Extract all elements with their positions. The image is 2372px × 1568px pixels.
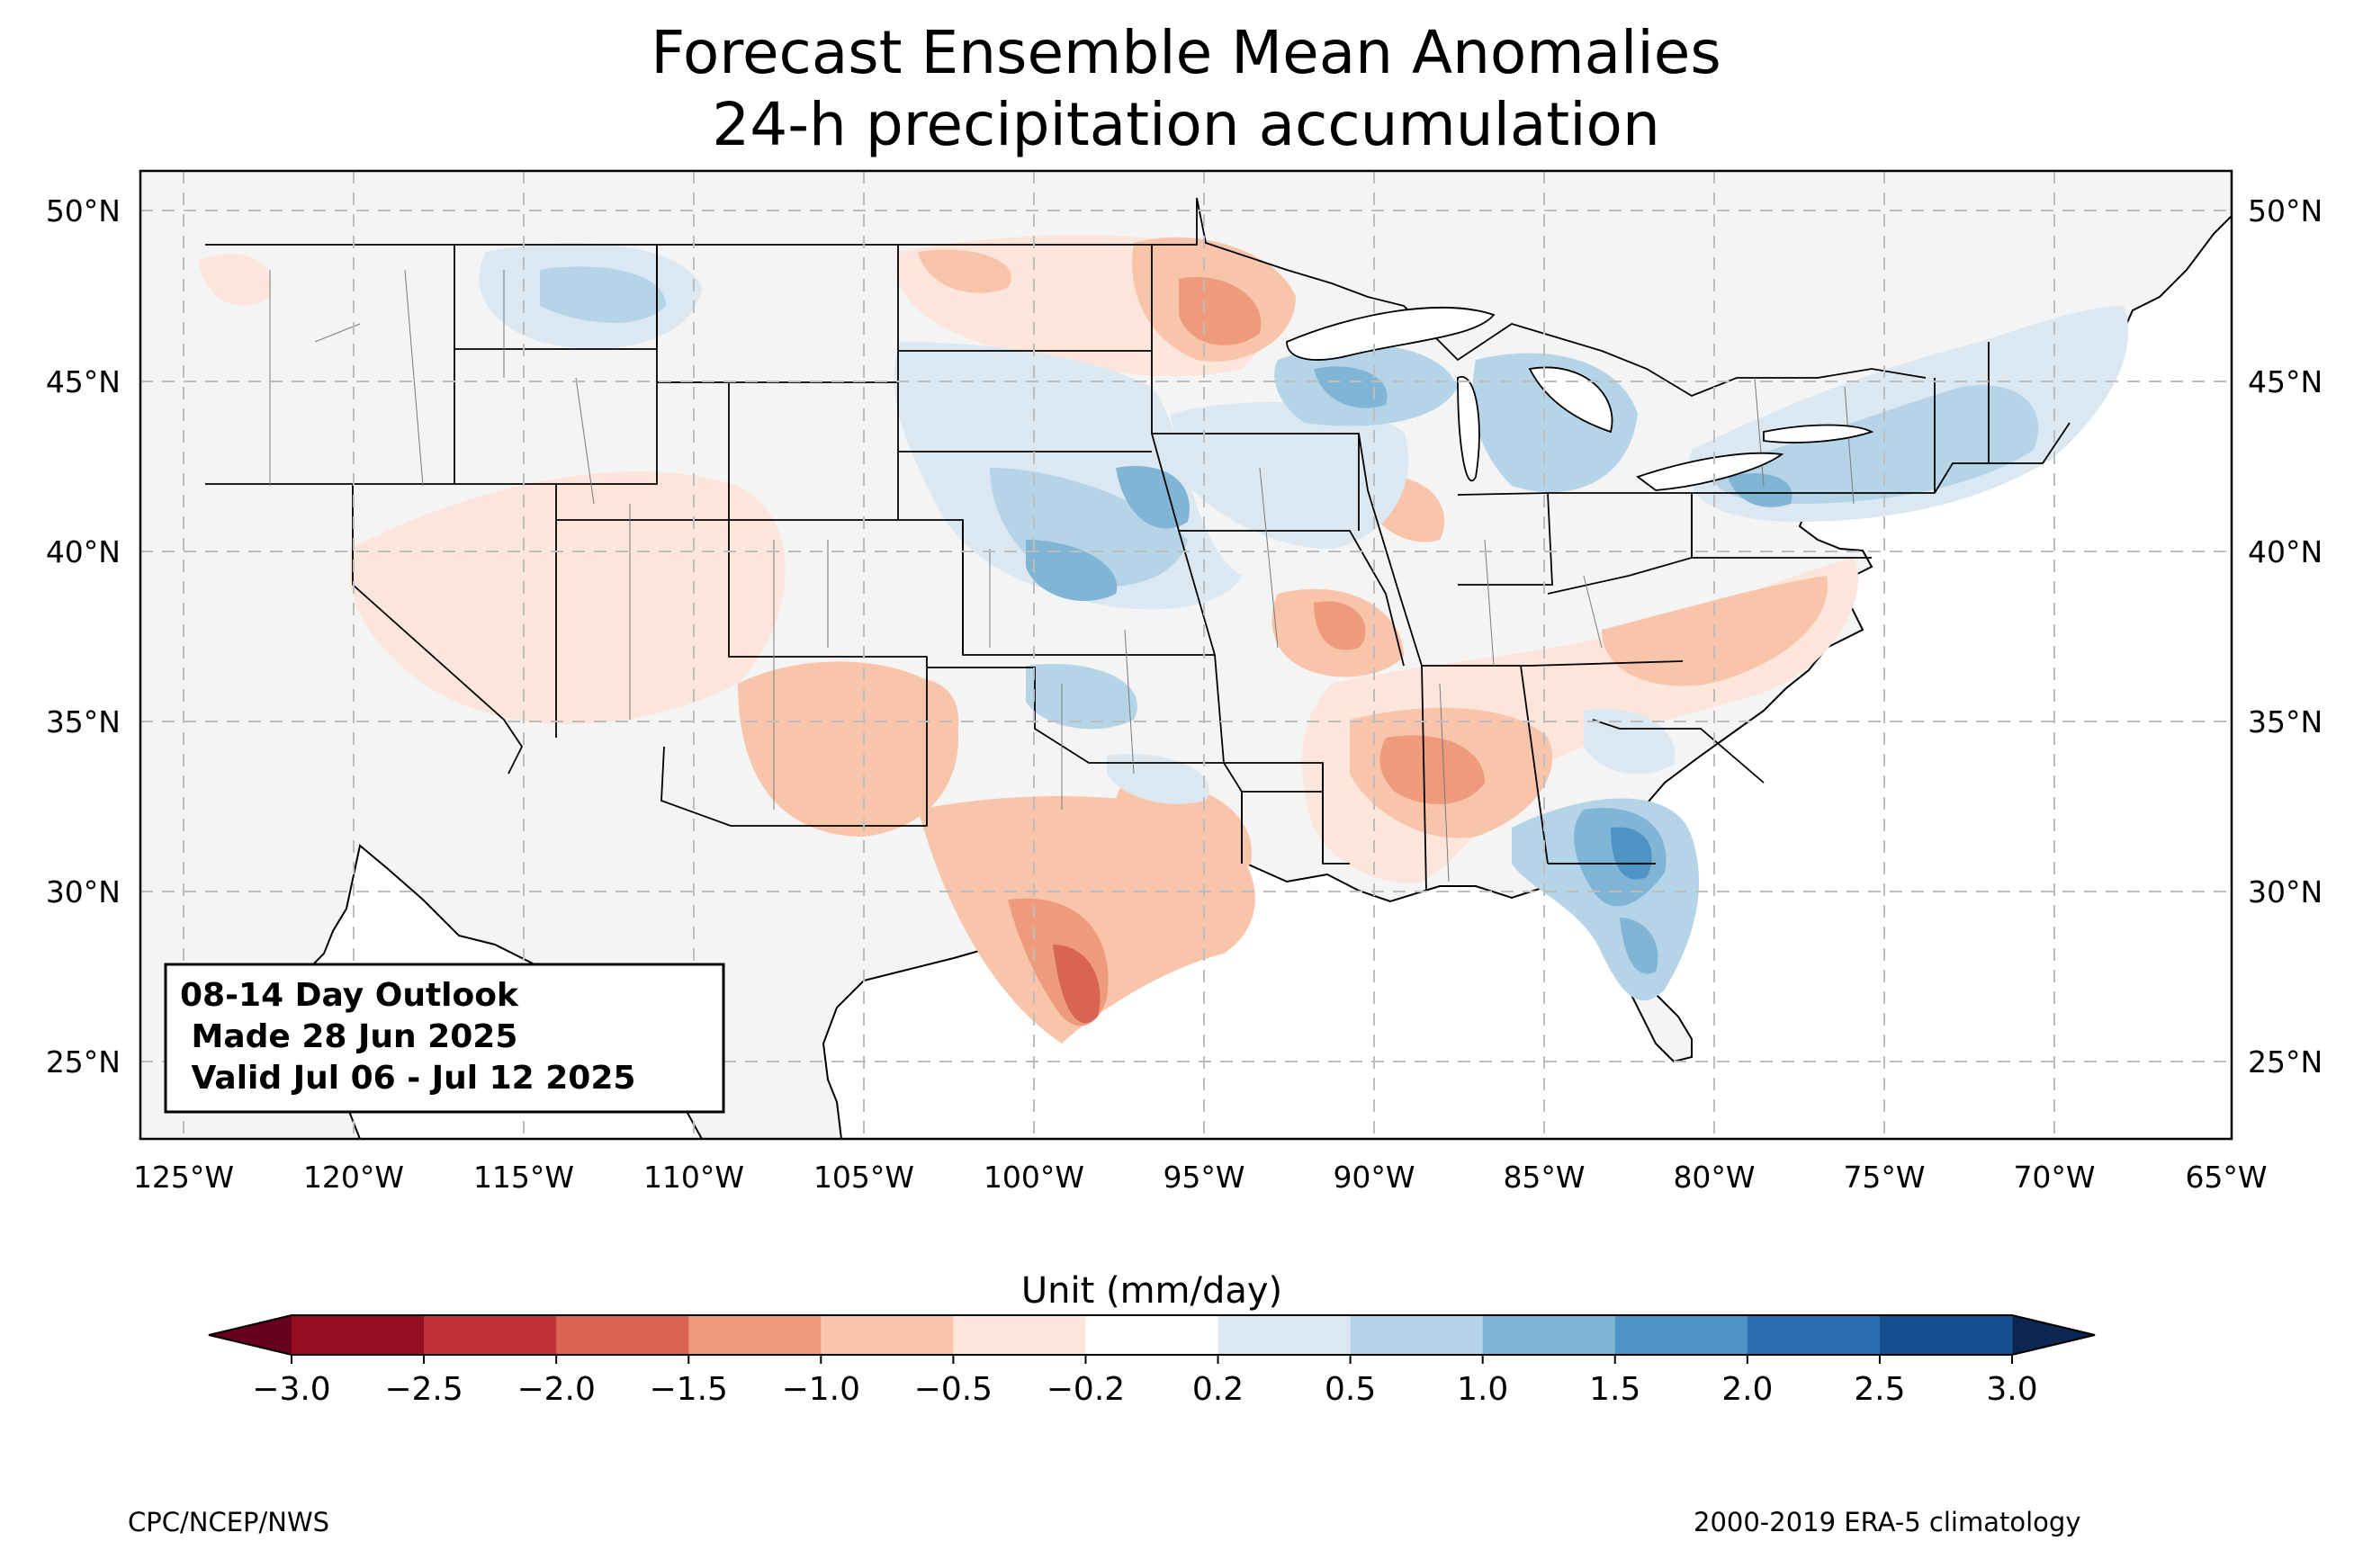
lon-tick-65w: 65°W [2185,1160,2267,1195]
lon-tick-125w: 125°W [133,1160,234,1195]
chart-title: Forecast Ensemble Mean Anomalies [651,18,1721,87]
lat-tick-45n-left: 45°N [46,364,121,399]
lon-tick-85w: 85°W [1503,1160,1585,1195]
lon-tick-110w: 110°W [643,1160,744,1195]
colorbar-over-extension [2012,1315,2095,1355]
colorbar-tick-label: 3.0 [1986,1371,2037,1408]
colorbar-tick-label: −1.0 [782,1371,860,1408]
colorbar-tick-label: 1.0 [1457,1371,1508,1408]
lon-tick-80w: 80°W [1673,1160,1755,1195]
lat-tick-labels-right: 50°N 45°N 40°N 35°N 30°N 25°N [2248,193,2323,1080]
anomaly-contours [198,235,2129,1044]
colorbar-tick-label: 2.0 [1721,1371,1773,1408]
colorbar-tick-label: 0.2 [1192,1371,1244,1408]
colorbar-tick-label: 2.5 [1854,1371,1905,1408]
outlook-info-box: 08-14 Day Outlook Made 28 Jun 2025 Valid… [164,963,725,1114]
lat-tick-30n-right: 30°N [2248,874,2323,909]
colorbar-segment [1747,1315,1881,1355]
colorbar-segment [1217,1315,1352,1355]
lon-tick-100w: 100°W [984,1160,1084,1195]
colorbar-tick-label: −3.0 [252,1371,330,1408]
colorbar-segment [1350,1315,1484,1355]
lat-tick-45n-right: 45°N [2248,364,2323,399]
footer-source: CPC/NCEP/NWS [128,1507,330,1537]
map-frame [139,169,2233,1141]
lon-tick-95w: 95°W [1163,1160,1244,1195]
colorbar-tick-label: −0.5 [914,1371,993,1408]
great-lakes [1286,307,1874,491]
colorbar-segment [556,1315,689,1355]
lon-tick-70w: 70°W [2013,1160,2095,1195]
state-boundaries [205,197,2071,892]
colorbar-tick-label: −2.0 [517,1371,595,1408]
colorbar-tick-labels: −3.0 −2.5 −2.0 −1.5 −1.0 −0.5 −0.2 0.2 0.5 1.0 1.5… [252,1355,2038,1408]
lon-tick-75w: 75°W [1843,1160,1925,1195]
colorbar-segment [1614,1315,1748,1355]
made-date: Made 28 Jun 2025 [180,1018,517,1055]
colorbar-label: Unit (mm/day) [1021,1270,1282,1312]
lon-tick-105w: 105°W [813,1160,914,1195]
chart-subtitle: 24-h precipitation accumulation [712,90,1660,159]
colorbar-under-extension [209,1315,292,1355]
lat-tick-40n-left: 40°N [46,534,121,569]
colorbar-segment [821,1315,954,1355]
colorbar-tick-label: −0.2 [1047,1371,1125,1408]
lat-tick-labels-left: 50°N 45°N 40°N 35°N 30°N 25°N [46,193,121,1080]
lat-tick-25n-left: 25°N [46,1044,121,1080]
footer-climatology: 2000-2019 ERA-5 climatology [1694,1507,2081,1537]
lon-tick-120w: 120°W [303,1160,404,1195]
lat-tick-35n-right: 35°N [2248,704,2323,739]
colorbar-tick-label: −1.5 [650,1371,728,1408]
lon-tick-115w: 115°W [473,1160,574,1195]
colorbar-segment [1482,1315,1616,1355]
lat-tick-40n-right: 40°N [2248,534,2323,569]
outlook-period: 08-14 Day Outlook [180,977,519,1014]
lat-tick-50n-right: 50°N [2248,193,2323,228]
minor-boundaries [269,269,1855,883]
lat-tick-25n-right: 25°N [2248,1044,2323,1080]
colorbar-segment [688,1315,822,1355]
colorbar-tick-label: 1.5 [1589,1371,1640,1408]
valid-range: Valid Jul 06 - Jul 12 2025 [180,1060,635,1097]
colorbar-tick-label: 0.5 [1325,1371,1376,1408]
graticule [140,171,2232,1139]
colorbar-segment [1879,1315,2013,1355]
colorbar-segment [1085,1315,1219,1355]
colorbar-tick-label: −2.5 [384,1371,463,1408]
lon-tick-90w: 90°W [1333,1160,1415,1195]
colorbar-segment [292,1315,425,1355]
lat-tick-30n-left: 30°N [46,874,121,909]
colorbar-segment [424,1315,557,1355]
lat-tick-35n-left: 35°N [46,704,121,739]
lat-tick-50n-left: 50°N [46,193,121,228]
lon-tick-labels: 125°W 120°W 115°W 110°W 105°W 100°W 95°W… [133,1160,2268,1195]
colorbar [208,1314,2096,1356]
colorbar-segment [953,1315,1086,1355]
